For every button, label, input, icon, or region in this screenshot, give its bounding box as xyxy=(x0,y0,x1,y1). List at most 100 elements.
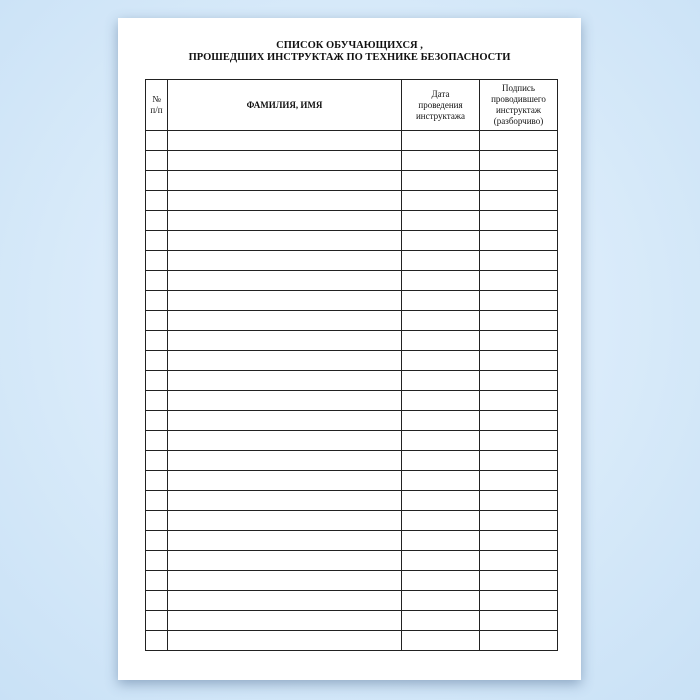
table-cell xyxy=(145,350,168,371)
table-cell xyxy=(145,550,168,571)
table-cell xyxy=(401,590,480,611)
table-cell xyxy=(401,610,480,631)
table-cell xyxy=(479,590,558,611)
table-cell xyxy=(479,390,558,411)
table-cell xyxy=(479,510,558,531)
table-row xyxy=(145,370,558,391)
table-cell xyxy=(401,250,480,271)
table-cell xyxy=(479,150,558,171)
table-cell xyxy=(167,570,402,591)
table-cell xyxy=(167,310,402,331)
table-cell xyxy=(167,610,402,631)
table-cell xyxy=(145,630,168,651)
table-cell xyxy=(167,370,402,391)
table-cell xyxy=(145,590,168,611)
table-row xyxy=(145,150,558,171)
table-cell xyxy=(145,130,168,151)
table-cell xyxy=(479,530,558,551)
table-cell xyxy=(145,290,168,311)
table-row xyxy=(145,170,558,191)
table-cell xyxy=(167,350,402,371)
table-cell xyxy=(145,470,168,491)
table-cell xyxy=(145,310,168,331)
table-cell xyxy=(479,550,558,571)
table-cell xyxy=(479,190,558,211)
title-line-2: ПРОШЕДШИХ ИНСТРУКТАЖ ПО ТЕХНИКЕ БЕЗОПАСН… xyxy=(188,52,511,63)
document-title: СПИСОК ОБУЧАЮЩИХСЯ , ПРОШЕДШИХ ИНСТРУКТА… xyxy=(118,40,581,64)
table-cell xyxy=(479,490,558,511)
table-cell xyxy=(167,490,402,511)
table-cell xyxy=(145,430,168,451)
table-cell xyxy=(479,250,558,271)
table-cell xyxy=(401,390,480,411)
table-row xyxy=(145,590,558,611)
table-row xyxy=(145,570,558,591)
table-cell xyxy=(401,570,480,591)
table-cell xyxy=(401,210,480,231)
table-row xyxy=(145,450,558,471)
table-row xyxy=(145,470,558,491)
document-page: СПИСОК ОБУЧАЮЩИХСЯ , ПРОШЕДШИХ ИНСТРУКТА… xyxy=(118,18,581,680)
table-row xyxy=(145,290,558,311)
table-cell xyxy=(401,370,480,391)
table-cell xyxy=(167,550,402,571)
table-cell xyxy=(479,610,558,631)
table-cell xyxy=(479,230,558,251)
table-cell xyxy=(145,370,168,391)
table-cell xyxy=(401,310,480,331)
table-cell xyxy=(479,570,558,591)
table-row xyxy=(145,270,558,291)
table-cell xyxy=(401,550,480,571)
table-cell xyxy=(145,530,168,551)
table-cell xyxy=(401,450,480,471)
table-cell xyxy=(145,170,168,191)
table-cell xyxy=(167,410,402,431)
students-table: № п/п ФАМИЛИЯ, ИМЯ Дата проведения инструкт… xyxy=(145,79,558,651)
table-cell xyxy=(167,590,402,611)
table-cell xyxy=(145,250,168,271)
table-cell xyxy=(401,190,480,211)
table-cell xyxy=(145,230,168,251)
table-cell xyxy=(145,510,168,531)
table-cell xyxy=(145,490,168,511)
table-cell xyxy=(401,490,480,511)
table-row xyxy=(145,210,558,231)
table-cell xyxy=(167,530,402,551)
table-cell xyxy=(401,470,480,491)
table-cell xyxy=(167,250,402,271)
table-cell xyxy=(167,270,402,291)
table-row xyxy=(145,390,558,411)
table-cell xyxy=(401,410,480,431)
table-cell xyxy=(479,290,558,311)
table-row xyxy=(145,430,558,451)
table-cell xyxy=(167,170,402,191)
table-cell xyxy=(479,630,558,651)
table-cell xyxy=(167,430,402,451)
table-cell xyxy=(401,530,480,551)
table-row xyxy=(145,610,558,631)
table-cell xyxy=(167,130,402,151)
table-cell xyxy=(167,510,402,531)
table-cell xyxy=(167,630,402,651)
table-cell xyxy=(401,430,480,451)
header-number: № п/п xyxy=(145,79,168,131)
table-cell xyxy=(167,290,402,311)
table-cell xyxy=(401,270,480,291)
table-cell xyxy=(479,430,558,451)
header-name: ФАМИЛИЯ, ИМЯ xyxy=(167,79,402,131)
table-cell xyxy=(167,330,402,351)
table-cell xyxy=(167,190,402,211)
table-cell xyxy=(145,270,168,291)
table-cell xyxy=(401,230,480,251)
table-cell xyxy=(401,150,480,171)
table-cell xyxy=(479,350,558,371)
table-cell xyxy=(145,410,168,431)
table-row xyxy=(145,510,558,531)
table-cell xyxy=(401,130,480,151)
table-cell xyxy=(479,410,558,431)
table-row xyxy=(145,530,558,551)
table-row xyxy=(145,310,558,331)
table-cell xyxy=(145,610,168,631)
table-row xyxy=(145,630,558,651)
table-cell xyxy=(167,470,402,491)
